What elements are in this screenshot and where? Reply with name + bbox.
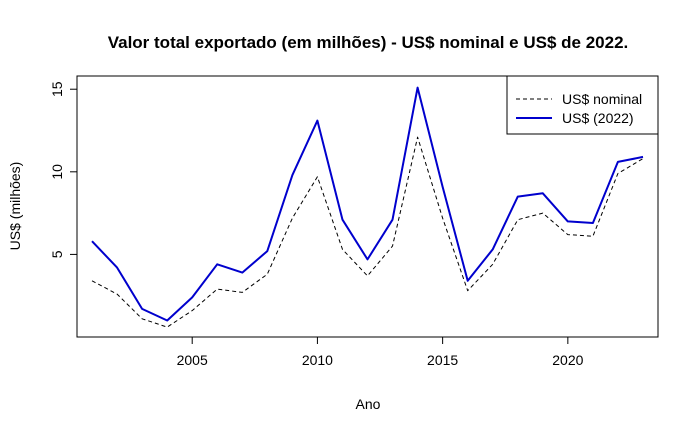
x-tick-label-2010: 2010 <box>302 352 333 368</box>
plot-frame <box>76 75 659 338</box>
y-axis-label: US$ (milhões) <box>7 162 23 251</box>
y-tick-label-5: 5 <box>49 250 65 258</box>
x-axis-label: Ano <box>356 396 381 412</box>
series-line-nominal <box>91 136 644 328</box>
y-tick-label-10: 10 <box>49 164 65 180</box>
legend: US$ nominal US$ (2022) <box>506 75 659 135</box>
y-tick-label-15: 15 <box>49 81 65 97</box>
x-axis: 2005 2010 2015 2020 <box>177 337 584 368</box>
legend-label-nominal: US$ nominal <box>562 91 642 107</box>
legend-box <box>506 75 659 135</box>
series-layer <box>91 86 644 328</box>
series-line-2022 <box>91 86 644 322</box>
x-tick-label-2015: 2015 <box>427 352 458 368</box>
x-tick-label-2005: 2005 <box>177 352 208 368</box>
y-axis: 5 10 15 <box>49 81 77 258</box>
x-tick-label-2020: 2020 <box>552 352 583 368</box>
chart-title: Valor total exportado (em milhões) - US$… <box>108 33 629 52</box>
legend-label-2022: US$ (2022) <box>562 110 634 126</box>
